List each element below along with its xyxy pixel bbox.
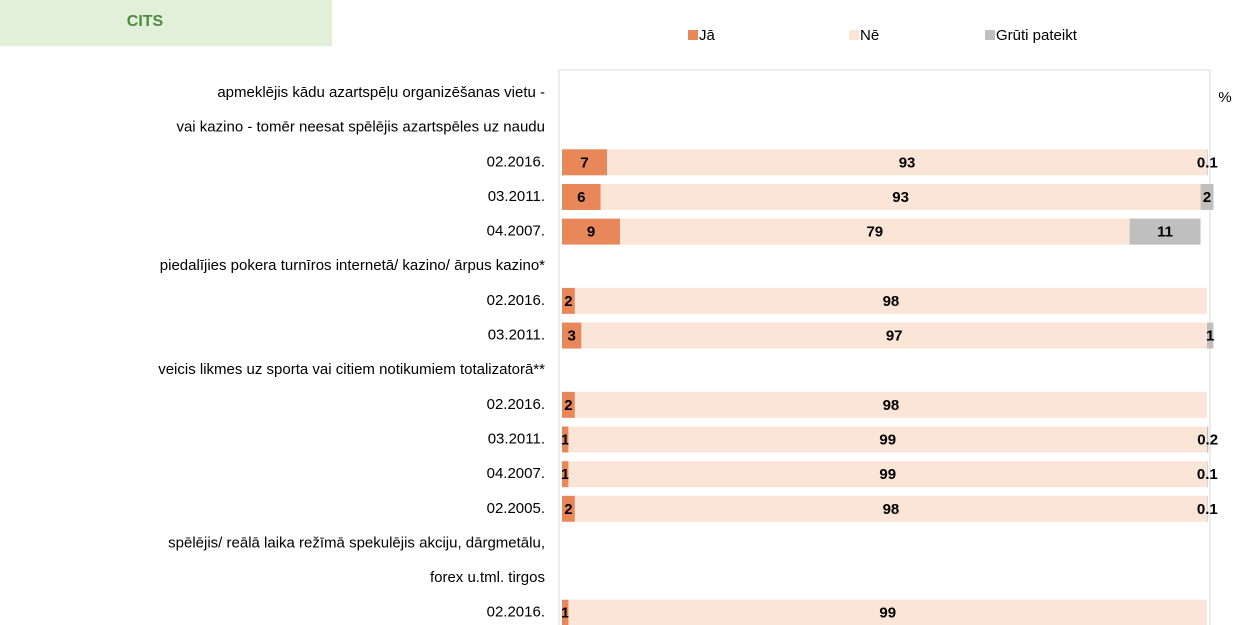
bar-segment (568, 426, 1207, 453)
bar-segment (568, 461, 1207, 488)
bar-segment (562, 495, 575, 522)
data-label: 9 (587, 224, 595, 241)
y-tick-label: 02.2016. (487, 292, 545, 309)
bar-segment (568, 599, 1207, 625)
data-label: 2 (564, 293, 572, 310)
data-label: 99 (879, 605, 896, 622)
y-tick-label: 03.2011. (488, 430, 545, 447)
data-label: 0.1 (1197, 154, 1218, 171)
y-tick-label: veicis likmes uz sporta vai citiem notik… (158, 361, 545, 378)
data-label: 98 (883, 501, 900, 518)
legend-swatch (985, 30, 995, 40)
data-label: 93 (899, 154, 916, 171)
y-tick-label: spēlējis/ reālā laika režīmā spekulējis … (168, 534, 545, 551)
bar-segment (1200, 183, 1214, 210)
data-label: 1 (561, 605, 569, 622)
legend-label: Grūti pateikt (996, 27, 1078, 44)
y-tick-label: 04.2007. (487, 465, 545, 482)
data-label: 0.2 (1197, 431, 1218, 448)
bar-segment (1207, 495, 1208, 522)
bar-segment (562, 426, 569, 453)
y-tick-label: apmeklējis kādu azartspēļu organizēšanas… (217, 84, 545, 101)
y-tick-label: forex u.tml. tirgos (430, 569, 545, 586)
y-tick-label: 02.2005. (487, 500, 545, 517)
bar-segment (562, 149, 608, 176)
bar-segment (562, 599, 569, 625)
y-tick-label: 03.2011. (488, 188, 545, 205)
data-label: 99 (879, 466, 896, 483)
bar-segment (1207, 149, 1208, 176)
data-label: 1 (561, 466, 569, 483)
title-box (0, 0, 332, 46)
y-tick-label: 02.2016. (487, 604, 545, 621)
data-label: 98 (883, 293, 900, 310)
axis-unit: % (1218, 89, 1231, 106)
y-tick-label: 04.2007. (487, 223, 545, 240)
bar-segment (607, 149, 1207, 176)
data-label: 0.1 (1197, 466, 1218, 483)
bar-segment (562, 391, 575, 418)
legend-swatch (849, 30, 859, 40)
bar-segment (562, 287, 575, 314)
plot-area (558, 69, 1211, 625)
y-tick-label: 02.2016. (487, 153, 545, 170)
bar-segment (1207, 426, 1209, 453)
bar-segment (562, 183, 601, 210)
data-label: 98 (883, 397, 900, 414)
data-label: 1 (561, 431, 569, 448)
chart-title: CITS (127, 13, 164, 30)
bar-segment (574, 495, 1207, 522)
data-label: 6 (577, 189, 585, 206)
data-label: 1 (1206, 328, 1214, 345)
data-label: 7 (580, 154, 588, 171)
data-label: 79 (866, 224, 883, 241)
bar-segment (562, 218, 621, 245)
data-label: 99 (879, 431, 896, 448)
bar-segment (1207, 322, 1214, 349)
y-tick-label: 02.2016. (487, 396, 545, 413)
data-label: 97 (886, 328, 903, 345)
bar-segment (574, 391, 1207, 418)
bar-segment (574, 287, 1207, 314)
bar-segment (1207, 461, 1208, 488)
data-label: 11 (1157, 224, 1173, 241)
data-label: 2 (1203, 189, 1211, 206)
legend-label: Nē (860, 27, 879, 44)
bar-segment (562, 322, 582, 349)
bar-segment (600, 183, 1201, 210)
data-label: 2 (564, 501, 572, 518)
legend-label: Jā (699, 27, 716, 44)
y-tick-label: piedalījies pokera turnīros internetā/ k… (160, 257, 545, 274)
bar-segment (581, 322, 1207, 349)
bar-segment (1129, 218, 1201, 245)
data-label: 3 (568, 328, 576, 345)
y-tick-label: vai kazino - tomēr neesat spēlējis azart… (176, 119, 545, 136)
y-tick-label: 03.2011. (488, 327, 545, 344)
data-label: 2 (564, 397, 572, 414)
bar-segment (620, 218, 1130, 245)
data-label: 0.1 (1197, 501, 1218, 518)
bar-segment (562, 461, 569, 488)
data-label: 93 (892, 189, 909, 206)
legend-swatch (688, 30, 698, 40)
